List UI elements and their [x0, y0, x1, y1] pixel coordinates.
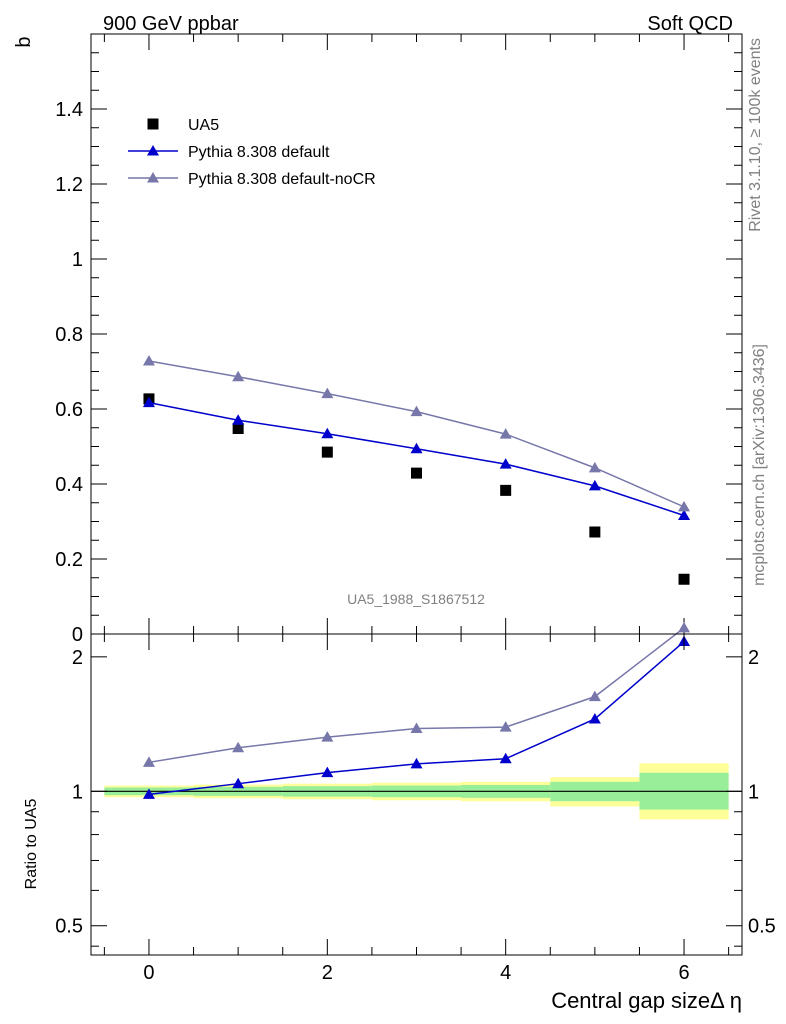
legend-marker — [147, 118, 159, 130]
ratio-ytick-label-left: 2 — [72, 647, 83, 669]
data-point — [589, 526, 601, 538]
main-ytick-label: 0.6 — [55, 399, 83, 421]
data-point — [678, 573, 690, 585]
ratio-ytick-label-right: 1 — [748, 781, 759, 803]
main-series-point — [499, 428, 512, 439]
main-ytick-label: 0.4 — [55, 474, 83, 496]
x-axis-label: Central gap sizeΔ η — [551, 988, 742, 1013]
ratio-series-point — [232, 741, 245, 753]
main-series-point — [678, 509, 691, 520]
main-series-point — [232, 414, 245, 425]
legend-label: UA5 — [188, 117, 219, 134]
ratio-series-point — [142, 788, 155, 799]
main-series-point — [321, 427, 334, 439]
main-series-point — [410, 442, 423, 454]
main-series-point — [410, 405, 423, 417]
ratio-series-point — [588, 712, 601, 724]
ratio-plot-ylabel: Ratio to UA5 — [23, 799, 40, 890]
main-ytick-label: 0 — [72, 624, 83, 646]
ratio-series-point — [588, 690, 601, 702]
main-ytick-label: 0.2 — [55, 549, 83, 571]
main-series-point — [142, 396, 155, 408]
legend: UA5 Pythia 8.308 default Pythia 8.308 defa… — [128, 117, 376, 188]
ratio-ytick-label-right: 2 — [748, 647, 759, 669]
ratio-series-point — [410, 757, 423, 769]
ratio-series-point — [678, 621, 691, 633]
ratio-series-point — [410, 722, 423, 734]
main-ytick-label: 0.8 — [55, 324, 83, 346]
main-ytick-label: 1 — [72, 249, 83, 271]
header-left: 900 GeV ppbar — [103, 13, 239, 35]
ratio-series-point — [499, 752, 512, 764]
data-point — [321, 446, 333, 458]
xtick-label: 0 — [143, 962, 154, 984]
legend-marker — [147, 172, 159, 183]
analysis-id: UA5_1988_S1867512 — [347, 591, 485, 607]
main-ytick-label: 1.2 — [55, 174, 83, 196]
mcplots-label: mcplots.cern.ch [arXiv:1306.3436] — [751, 344, 768, 586]
xtick-label: 6 — [678, 962, 689, 984]
main-series-point — [588, 461, 601, 473]
ratio-series-point — [232, 777, 245, 789]
main-series-point — [142, 355, 155, 366]
main-plot-ylabel: b — [13, 36, 35, 47]
main-ytick-label: 1.4 — [55, 99, 83, 121]
data-point — [411, 467, 422, 479]
data-point — [500, 484, 512, 496]
ratio-series-point — [321, 731, 334, 742]
main-series-point — [678, 500, 691, 512]
header-right: Soft QCD — [647, 13, 733, 35]
ratio-ytick-label-left: 1 — [72, 781, 83, 803]
legend-label: Pythia 8.308 default-noCR — [188, 171, 376, 188]
main-series-point — [321, 387, 334, 399]
xtick-label: 4 — [500, 962, 511, 984]
main-series-point — [499, 458, 512, 469]
rivet-version-label: Rivet 3.1.10, ≥ 100k events — [747, 38, 764, 232]
legend-marker — [147, 145, 159, 156]
ratio-series-line — [148, 627, 685, 764]
ratio-series-point — [321, 766, 334, 778]
ratio-series-point — [499, 721, 512, 732]
xtick-label: 2 — [322, 962, 333, 984]
data-point — [232, 423, 244, 434]
ratio-ytick-label-left: 0.5 — [55, 916, 83, 938]
legend-label: Pythia 8.308 default — [188, 144, 330, 161]
main-series-line — [148, 401, 685, 517]
ratio-series-line — [148, 640, 685, 796]
main-series-point — [232, 370, 245, 382]
main-series-line — [148, 360, 685, 508]
main-series-point — [588, 479, 601, 491]
main-plot: 0 0.2 0.4 0.6 0.8 1 1.2 1.4 b UA5_1988_S1867512… — [13, 33, 743, 646]
ratio-series-point — [142, 756, 155, 767]
ratio-ytick-label-right: 0.5 — [748, 916, 776, 938]
